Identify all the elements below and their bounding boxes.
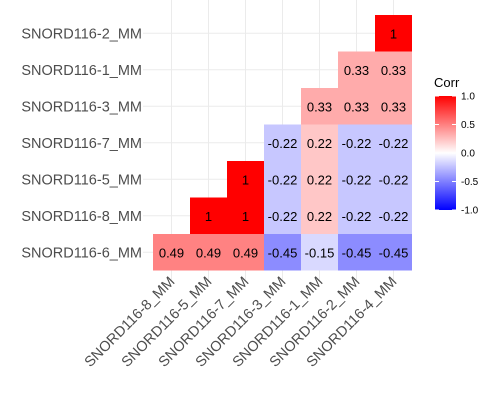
heatmap-cell: [375, 51, 412, 88]
cell-value-label: 0.49: [159, 245, 184, 260]
heatmap-cell: [301, 124, 338, 161]
cell-value-label: 0.22: [307, 209, 332, 224]
heatmap-cell: [375, 124, 412, 161]
legend-colorbar: [435, 96, 456, 210]
heatmap-cell: [264, 197, 301, 234]
cell-value-label: 0.33: [307, 99, 332, 114]
cell-value-label: -0.22: [379, 136, 409, 151]
cell-value-label: -0.22: [342, 209, 372, 224]
cell-value-label: 1: [242, 172, 249, 187]
cell-value-label: 0.22: [307, 136, 332, 151]
y-tick-label: SNORD116-1_MM: [21, 63, 142, 79]
heatmap-cell: [338, 161, 375, 198]
y-axis-labels: SNORD116-6_MM SNORD116-8_MM SNORD116-5_MM S…: [21, 26, 142, 261]
heatmap-cell: [264, 234, 301, 271]
legend-tick-label: -1.0: [461, 206, 479, 217]
cell-value-label: -0.45: [342, 245, 372, 260]
heatmap-cell: [375, 161, 412, 198]
cell-value-label: -0.45: [268, 245, 298, 260]
heatmap-cell: [338, 88, 375, 125]
cell-value-label: 0.33: [381, 99, 406, 114]
heatmap-cell: [375, 15, 412, 52]
cell-value-label: -0.22: [379, 209, 409, 224]
heatmap-cell: [227, 197, 264, 234]
cell-value-label: -0.22: [268, 209, 298, 224]
color-legend: Corr 1.0 0.5 0.0 -0.5 -1.0: [434, 75, 479, 217]
y-tick-label: SNORD116-7_MM: [21, 136, 142, 152]
heatmap-cell: [338, 51, 375, 88]
cell-value-label: -0.22: [342, 172, 372, 187]
heatmap-cell: [301, 88, 338, 125]
heatmap-cell: [375, 234, 412, 271]
cell-value-label: 0.33: [344, 99, 369, 114]
heatmap-cells: 0.49 0.49 0.49 -0.45 -0.15 -0.45 -0.45 1 1 -0.22 0…: [153, 15, 412, 271]
y-tick-label: SNORD116-8_MM: [21, 209, 142, 225]
cell-value-label: 0.22: [307, 172, 332, 187]
heatmap-cell: [264, 124, 301, 161]
cell-value-label: 1: [242, 209, 249, 224]
heatmap-cell: [301, 234, 338, 271]
heatmap-cell: [227, 234, 264, 271]
heatmap-cell: [375, 197, 412, 234]
heatmap-cell: [190, 197, 227, 234]
heatmap-cell: [301, 197, 338, 234]
heatmap-cell: [153, 234, 190, 271]
cell-value-label: -0.22: [268, 172, 298, 187]
cell-value-label: -0.22: [379, 172, 409, 187]
cell-value-label: 0.33: [344, 63, 369, 78]
cell-value-label: 1: [205, 209, 212, 224]
cell-value-label: 0.49: [196, 245, 221, 260]
cell-value-label: -0.22: [342, 136, 372, 151]
legend-tick-label: 1.0: [461, 92, 475, 103]
heatmap-cell: [264, 161, 301, 198]
cell-value-label: -0.45: [379, 245, 409, 260]
legend-title: Corr: [434, 75, 460, 90]
heatmap-cell: [338, 124, 375, 161]
cell-value-label: -0.22: [268, 136, 298, 151]
legend-tick-label: 0.0: [461, 149, 475, 160]
cell-value-label: 0.33: [381, 63, 406, 78]
legend-tick-label: -0.5: [461, 177, 479, 188]
cell-value-label: 0.49: [233, 245, 258, 260]
heatmap-cell: [338, 197, 375, 234]
y-tick-label: SNORD116-6_MM: [21, 245, 142, 261]
heatmap-cell: [190, 234, 227, 271]
y-tick-label: SNORD116-5_MM: [21, 172, 142, 188]
legend-tick-label: 0.5: [461, 120, 475, 131]
heatmap-cell: [338, 234, 375, 271]
cell-value-label: -0.15: [305, 245, 335, 260]
cell-value-label: 1: [390, 26, 397, 41]
heatmap-cell: [301, 161, 338, 198]
heatmap-cell: [227, 161, 264, 198]
y-tick-label: SNORD116-3_MM: [21, 99, 142, 115]
heatmap-cell: [375, 88, 412, 125]
y-tick-label: SNORD116-2_MM: [21, 26, 142, 42]
